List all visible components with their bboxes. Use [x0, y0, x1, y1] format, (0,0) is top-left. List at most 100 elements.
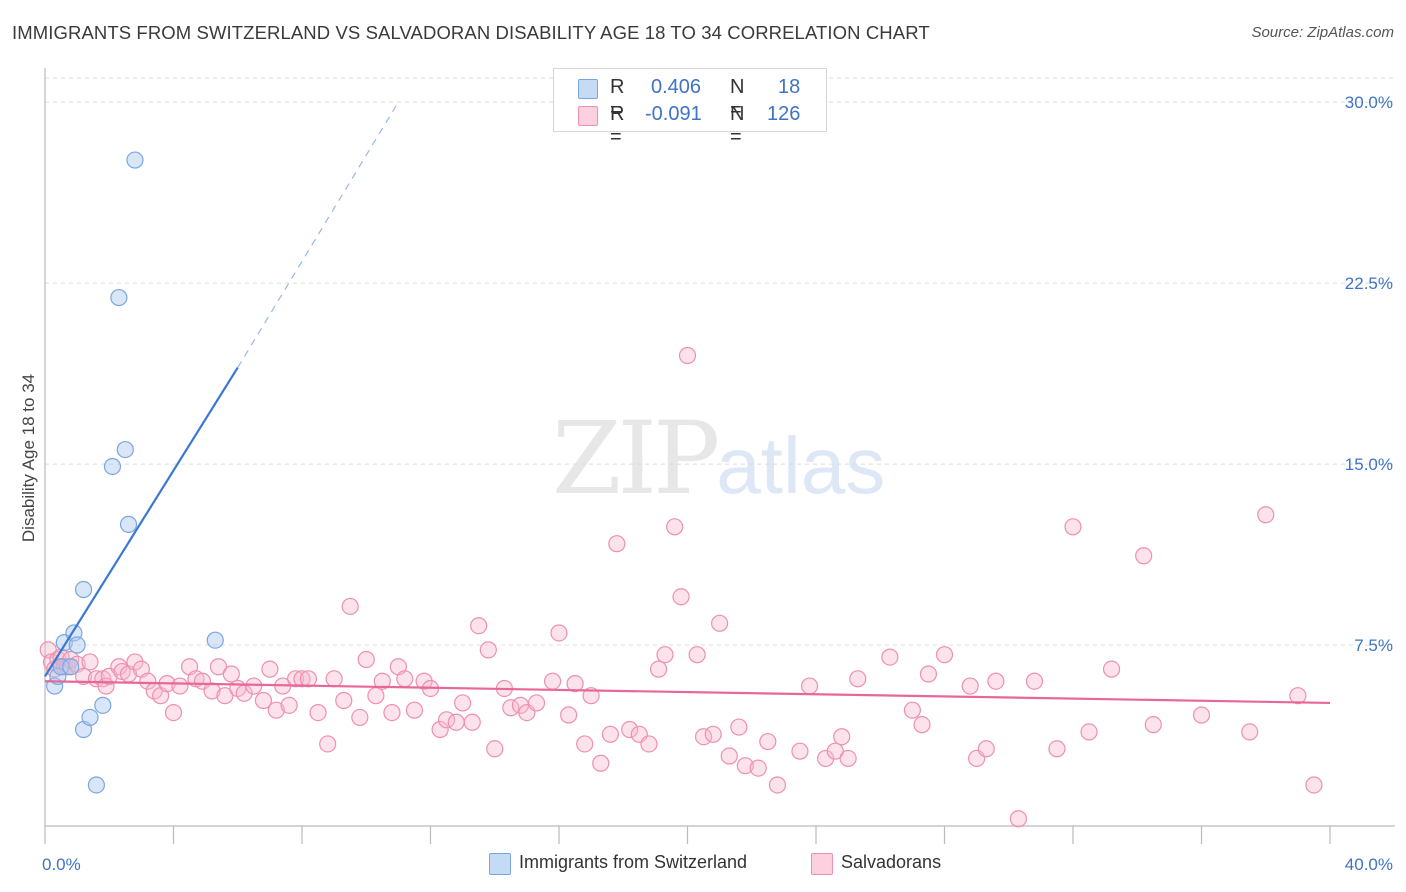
salvadorans-point	[1025, 672, 1044, 690]
legend-n-label: N =	[730, 76, 745, 121]
salvadorans-point	[839, 749, 857, 768]
trend-lines	[44, 101, 1331, 705]
legend-r-value: 0.406	[651, 76, 702, 98]
salvadorans-point	[1080, 723, 1098, 741]
salvadorans-point	[396, 670, 414, 688]
salvadorans-point	[730, 718, 748, 736]
salvadorans-point	[164, 703, 183, 722]
y-tick-label: 22.5%	[1345, 274, 1393, 293]
salvadorans-point	[560, 706, 578, 724]
switzerland-point	[74, 580, 93, 599]
salvadorans-point	[1102, 660, 1121, 678]
salvadorans-point	[543, 672, 562, 690]
salvadorans-point	[608, 535, 626, 553]
salvadorans-point	[245, 677, 263, 695]
salvadorans-point	[486, 740, 504, 758]
switzerland-point	[126, 151, 144, 169]
salvadorans-point	[74, 667, 93, 686]
salvadorans-point	[293, 670, 311, 688]
salvadorans-point	[1009, 810, 1027, 828]
salvadorans-point	[325, 670, 343, 688]
salvadorans-point	[319, 735, 337, 753]
salvadorans-point	[678, 346, 697, 365]
salvadorans-point	[447, 713, 465, 731]
watermark-atlas: atlas	[716, 421, 886, 510]
salvadorans-point	[463, 713, 481, 731]
salvadorans-point	[711, 614, 729, 632]
salvadorans-point	[576, 735, 594, 753]
salvadorans-point	[454, 694, 472, 712]
salvadorans-point	[373, 672, 391, 690]
salvadorans-point	[1144, 716, 1162, 734]
y-tick-label: 15.0%	[1345, 455, 1393, 474]
switzerland-point	[116, 440, 134, 459]
salvadorans-point	[672, 588, 690, 606]
salvadorans-point	[791, 742, 809, 760]
salvadorans-point	[209, 658, 228, 676]
switzerland-trend-line	[44, 366, 239, 677]
salvadorans-point	[649, 660, 668, 678]
switzerland-points	[46, 151, 224, 794]
legend-n-value: 126	[767, 103, 801, 125]
grid-layer	[45, 77, 1395, 646]
bottom-legend-swatch-pink	[811, 853, 833, 875]
legend-r-label: R =	[610, 103, 625, 148]
switzerland-point	[110, 288, 128, 307]
salvadorans-point	[280, 696, 298, 714]
source-label: Source: ZipAtlas.com	[1251, 24, 1394, 41]
salvadorans-point	[139, 672, 157, 690]
salvadorans-point	[286, 670, 305, 688]
y-axis-label: Disability Age 18 to 34	[19, 374, 38, 542]
salvadorans-point	[254, 691, 273, 710]
salvadorans-point	[1135, 547, 1153, 565]
salvadorans-point	[1048, 740, 1066, 758]
salvadorans-point	[367, 687, 385, 705]
salvadorans-point	[601, 725, 620, 743]
salvadorans-point	[171, 677, 189, 695]
salvadorans-point	[977, 740, 995, 758]
salvadorans-point	[470, 617, 488, 635]
salvadorans-point	[833, 728, 851, 746]
salvadorans-point	[383, 703, 401, 722]
salvadorans-point	[656, 646, 674, 664]
salvadorans-point	[126, 653, 144, 671]
x-tick-label: 40.0%	[1345, 855, 1393, 874]
legend-n-label: N =	[730, 103, 745, 148]
salvadorans-point	[736, 757, 754, 775]
switzerland-point	[68, 636, 86, 654]
salvadorans-point	[704, 725, 722, 743]
legend-r-value: -0.091	[645, 103, 702, 125]
salvadorans-point	[1192, 706, 1211, 724]
salvadorans-point	[351, 708, 369, 727]
salvadorans-point	[299, 670, 318, 688]
salvadorans-point	[341, 597, 359, 616]
salvadorans-point	[479, 641, 497, 659]
legend-swatch-blue	[578, 79, 598, 99]
salvadorans-point	[961, 677, 979, 695]
salvadorans-point	[749, 759, 767, 777]
salvadorans-point	[1289, 687, 1307, 705]
bottom-legend-label: Salvadorans	[841, 852, 942, 872]
salvadorans-point	[357, 650, 375, 669]
legend-r-label: R =	[610, 76, 625, 121]
watermark-zip: ZIP	[552, 400, 720, 517]
salvadorans-point	[1064, 518, 1082, 536]
salvadorans-point	[826, 742, 844, 760]
salvadorans-point	[261, 660, 279, 678]
salvadorans-point	[1305, 776, 1323, 794]
salvadorans-point	[527, 694, 546, 712]
salvadorans-point	[987, 672, 1005, 690]
switzerland-point	[62, 658, 80, 676]
salvadorans-point	[222, 665, 240, 683]
salvadorans-point	[800, 677, 819, 695]
bottom-legend-label: Immigrants from Switzerland	[519, 852, 748, 872]
salvadorans-point	[405, 701, 424, 719]
salvadorans-point	[881, 648, 899, 666]
legend-swatch-pink	[578, 106, 598, 126]
salvadorans-point	[768, 776, 787, 794]
salvadorans-point	[216, 687, 234, 705]
salvadorans-point	[415, 672, 433, 690]
salvadorans-point	[688, 646, 706, 664]
watermark: ZIPatlas	[552, 400, 885, 517]
